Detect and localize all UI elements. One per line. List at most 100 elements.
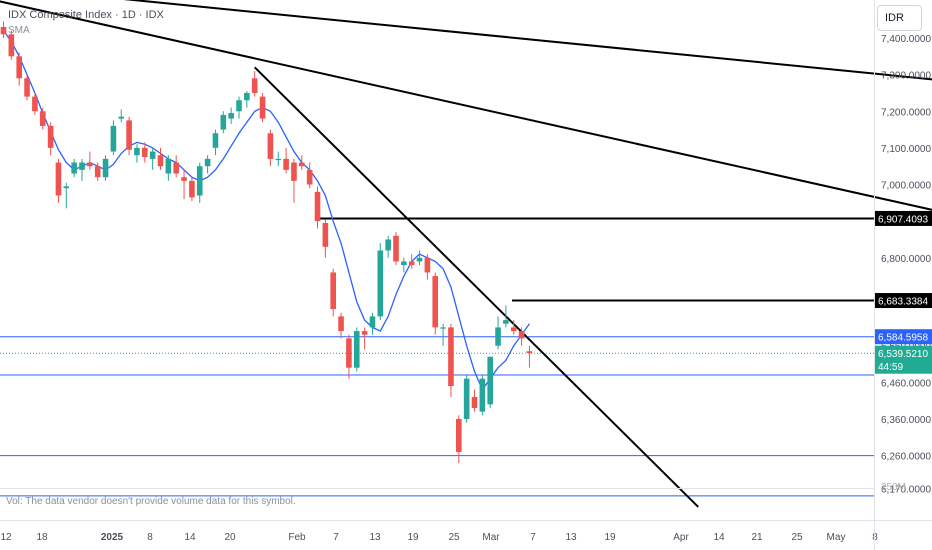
y-tick-label: 7,000.0000 <box>881 181 931 192</box>
y-tick-label: 6,800.0000 <box>881 254 931 265</box>
candle-body <box>291 162 297 181</box>
y-tick-label: 6,360.0000 <box>881 415 931 426</box>
candle-body <box>16 56 22 79</box>
x-tick-label: 21 <box>751 532 763 543</box>
chart-title: IDX Composite Index · 1D · IDX <box>8 9 164 21</box>
price-label-bg <box>875 345 932 374</box>
candle-body <box>126 120 132 150</box>
candle-body <box>338 316 344 332</box>
candle-body <box>510 327 517 332</box>
y-tick-label: 6,260.0000 <box>881 452 931 463</box>
candle-body <box>24 78 30 97</box>
price-scale-border <box>874 0 875 550</box>
candle-body <box>526 351 533 354</box>
x-tick-label: 2025 <box>101 532 124 543</box>
y-tick-label: 7,300.0000 <box>881 71 931 82</box>
candle-body <box>369 316 376 328</box>
candle-body <box>212 133 219 148</box>
candle-body <box>0 26 7 35</box>
candle-body <box>330 272 336 310</box>
candle-body <box>149 151 156 159</box>
candle-body <box>424 257 431 273</box>
trendline <box>0 0 932 211</box>
candle-body <box>479 378 486 412</box>
candle-body <box>251 78 258 93</box>
price-label: 6,539.5210 <box>878 349 928 360</box>
x-tick-label: 19 <box>604 532 616 543</box>
trendline <box>123 0 932 81</box>
x-tick-label: Feb <box>288 532 306 543</box>
candle-body <box>134 147 140 156</box>
y-tick-label: 6,170.0000 <box>881 485 931 496</box>
time-scale-border <box>0 520 932 521</box>
volume-scale-label: 250M <box>881 482 907 493</box>
candle-body <box>63 186 70 189</box>
candle-body <box>8 34 15 57</box>
time-scale: 12 18 2025 8 14 20 Feb 7 13 19 25 Mar 7 13 19 Apr 14 21 25… <box>0 532 878 543</box>
currency-button[interactable]: IDR <box>877 5 922 31</box>
y-tick-label: 7,400.0000 <box>881 34 931 45</box>
candle-body <box>448 327 454 387</box>
candle-body <box>314 191 321 222</box>
candle-body <box>87 162 93 167</box>
x-tick-label: 13 <box>369 532 381 543</box>
candle-body <box>244 92 250 101</box>
candle-body <box>306 169 313 185</box>
x-tick-label: 18 <box>36 532 48 543</box>
candle-body <box>259 96 266 119</box>
x-tick-label: 25 <box>791 532 803 543</box>
volume-note: Vol: The data vendor doesn't provide vol… <box>6 496 296 507</box>
x-tick-label: Mar <box>482 532 500 543</box>
candle-body <box>204 158 211 167</box>
candle-body <box>181 177 187 181</box>
candle-body <box>110 125 117 152</box>
candle-body <box>385 239 391 251</box>
price-label-bg <box>875 329 932 345</box>
price-label-bg <box>875 293 932 309</box>
x-tick-label: Apr <box>673 532 689 543</box>
candle-body <box>440 327 446 329</box>
x-tick-label: 12 <box>0 532 12 543</box>
candle-body <box>432 276 439 328</box>
pane-divider[interactable] <box>0 488 874 489</box>
candle-body <box>377 250 384 317</box>
price-label: 6,683.3384 <box>878 297 928 308</box>
indicator-label[interactable]: SMA <box>8 25 30 36</box>
candle-body <box>267 133 274 159</box>
price-scale: 7,400.0000 7,300.0000 7,200.0000 7,100.0000… <box>881 34 931 496</box>
candle-body <box>236 100 242 112</box>
trendline <box>253 66 699 508</box>
candle-body <box>32 96 38 112</box>
price-label-bg <box>875 210 932 226</box>
candle-body <box>55 162 62 196</box>
x-tick-label: 14 <box>184 532 196 543</box>
candles <box>0 21 533 463</box>
x-tick-label: 13 <box>565 532 577 543</box>
candle-body <box>79 162 85 170</box>
countdown-label: 44:59 <box>878 362 903 373</box>
candle-body <box>401 261 407 266</box>
price-label: 6,907.4093 <box>878 214 928 225</box>
candle-body <box>283 158 289 170</box>
candle-body <box>487 356 493 405</box>
price-labels: 6,907.4093 6,683.3384 6,584.5958 6,539.5210… <box>875 210 932 374</box>
y-tick-label: 7,100.0000 <box>881 144 931 155</box>
candle-body <box>142 147 148 158</box>
candle-body <box>173 162 179 174</box>
candle-body <box>322 222 329 247</box>
x-tick-label: 8 <box>147 532 153 543</box>
candle-body <box>39 111 46 126</box>
x-tick-label: 14 <box>713 532 725 543</box>
y-tick-label: 7,200.0000 <box>881 107 931 118</box>
candle-body <box>165 158 172 174</box>
candle-body <box>47 125 54 148</box>
candle-body <box>196 166 203 196</box>
candle-body <box>361 331 368 335</box>
candle-body <box>518 331 525 339</box>
horizontal-levels <box>0 217 874 497</box>
x-tick-label: 19 <box>407 532 419 543</box>
candle-body <box>495 327 501 346</box>
candle-body <box>102 158 109 178</box>
candle-body <box>189 180 195 198</box>
